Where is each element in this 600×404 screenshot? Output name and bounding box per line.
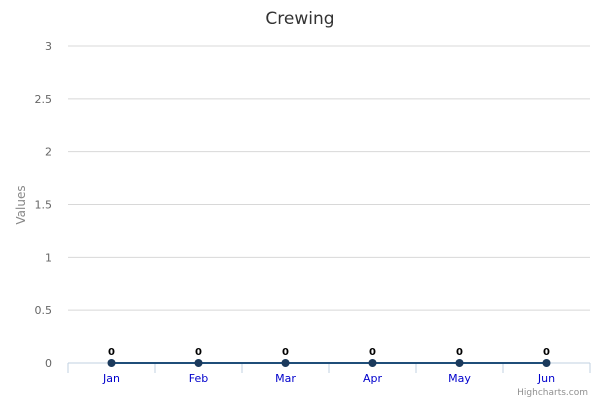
data-point[interactable] (281, 359, 290, 367)
y-axis-label: Values (14, 185, 28, 224)
x-axis: Jan Feb Mar Apr May Jun (67, 362, 591, 385)
y-tick-label: 1 (45, 251, 52, 264)
chart-title: Crewing (265, 9, 334, 29)
data-label: 0 (456, 347, 463, 358)
data-point[interactable] (368, 359, 377, 367)
data-label: 0 (369, 347, 376, 358)
data-point[interactable] (194, 359, 203, 367)
data-label: 0 (282, 347, 289, 358)
data-label: 0 (108, 347, 115, 358)
x-tick-label: Apr (363, 372, 383, 385)
y-tick-label: 0 (45, 357, 52, 370)
credits-link[interactable]: Highcharts.com (517, 388, 588, 398)
data-point[interactable] (107, 359, 116, 367)
x-tick-label: Jan (102, 372, 120, 385)
y-tick-label: 2 (45, 146, 52, 159)
y-tick-label: 2.5 (35, 93, 53, 106)
y-axis-ticks: 0 0.5 1 1.5 2 2.5 3 (35, 40, 53, 370)
x-tick-label: Feb (189, 372, 208, 385)
y-tick-label: 3 (45, 40, 52, 53)
data-point[interactable] (542, 359, 551, 367)
data-labels: 0 0 0 0 0 0 (108, 347, 550, 358)
data-label: 0 (543, 347, 550, 358)
x-tick-label: May (448, 372, 471, 385)
y-tick-label: 1.5 (35, 199, 53, 212)
series-line-group (107, 359, 551, 367)
y-tick-label: 0.5 (35, 304, 53, 317)
data-point[interactable] (455, 359, 464, 367)
data-label: 0 (195, 347, 202, 358)
x-tick-label: Mar (275, 372, 296, 385)
x-tick-label: Jun (537, 372, 555, 385)
gridlines (68, 45, 590, 364)
